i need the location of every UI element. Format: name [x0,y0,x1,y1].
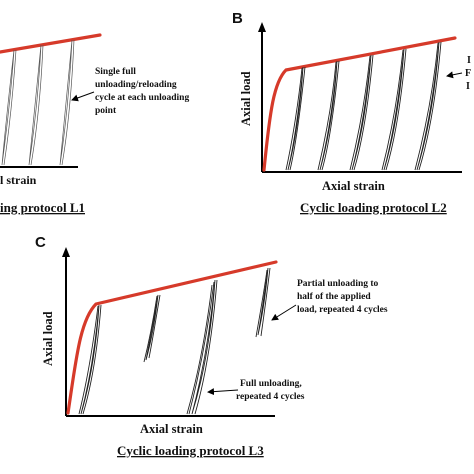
panel-b-envelope [262,36,457,172]
panel-c-full-annotation-line-2: repeated 4 cycles [236,392,305,402]
panel-b-y-arrow [258,22,266,32]
panel-a-annotation-line-2: unloading/reloading [95,80,177,90]
panel-b: B Axial load Axial strain I [232,10,471,215]
panel-c-caption: Cyclic loading protocol L3 [117,443,264,458]
panel-c-ylabel: Axial load [41,311,55,366]
panel-b-annotation-line-2: F [465,68,471,79]
panel-b-annotation-line-3: I [466,81,470,92]
panel-a-annotation-line-4: point [95,106,117,116]
panel-b-leader-arrow [446,71,463,79]
panel-a-annotation-line-1: Single full [95,67,136,77]
panel-c-envelope [66,260,278,415]
panel-a: Single full unloading/reloading cycle at… [0,33,189,215]
panel-b-letter: B [232,10,243,27]
panel-a-caption: ing protocol L1 [0,200,85,215]
panel-c-loops [78,267,271,415]
panel-c-full-leader-arrow [207,388,239,396]
panel-c-full-annotation-line-1: Full unloading, [240,379,302,389]
panel-c-partial-annotation-line-1: Partial unloading to [297,279,379,289]
panel-c-partial-annotation-line-2: half of the applied [297,292,371,302]
panel-c-xlabel: Axial strain [140,422,203,436]
panel-b-annotation-line-1: I [467,55,471,66]
panel-b-axes [261,28,462,173]
panel-b-caption: Cyclic loading protocol L2 [300,200,447,215]
panel-a-leader-arrow [71,91,95,102]
panel-c-partial-leader-arrow [271,304,297,321]
panel-c: C Axial load Axial strain Pa [35,234,388,458]
panel-a-envelope [0,33,102,54]
panel-c-axes [65,253,275,417]
panel-a-annotation-line-3: cycle at each unloading [95,93,189,103]
panel-c-letter: C [35,234,46,251]
panel-b-loops [285,41,442,171]
panel-b-ylabel: Axial load [239,71,253,126]
panel-a-loops [1,39,75,166]
panel-b-xlabel: Axial strain [322,179,385,193]
panel-c-y-arrow [62,247,70,257]
panel-c-partial-annotation-line-3: load, repeated 4 cycles [297,305,388,315]
panel-a-xlabel: l strain [0,173,37,187]
